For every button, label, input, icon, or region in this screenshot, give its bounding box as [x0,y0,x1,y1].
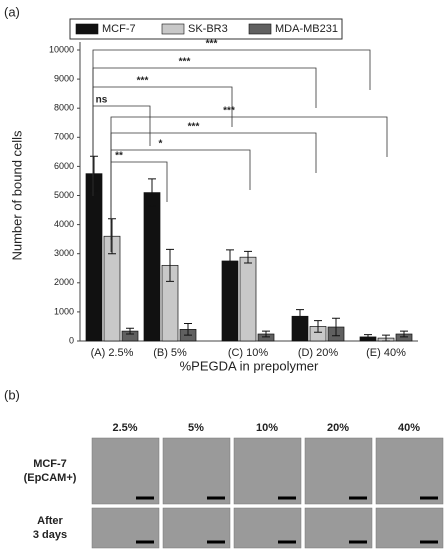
y-tick-label: 1000 [54,306,74,316]
error-bar [108,218,116,255]
bracket [110,161,168,252]
significance-label: *** [206,39,218,50]
y-tick-label: 4000 [54,219,74,229]
y-axis-label: Number of bound cells [9,130,24,261]
y-tick-label: 3000 [54,248,74,258]
column-header: 20% [327,422,349,434]
significance-label: * [159,139,163,150]
significance-label: *** [188,122,200,133]
bar [143,192,161,342]
legend-label: MDA-MB231 [275,23,338,35]
error-bar [332,317,340,337]
column-header: 5% [188,422,204,434]
y-tick-label: 0 [69,335,74,345]
row-label: MCF-7 [33,458,67,470]
x-tick-label: (B) 5% [153,347,187,359]
legend-swatch [161,23,185,35]
x-tick-label: (C) 10% [228,347,269,359]
row-label: (EpCAM+) [24,472,77,484]
micrograph [91,437,160,505]
bracket [92,49,371,140]
x-axis-label: %PEGDA in prepolymer [180,358,319,373]
error-bar [400,330,408,338]
error-bar [364,334,372,340]
x-tick-label: (E) 40% [366,347,406,359]
significance-label: *** [137,76,149,87]
y-tick-label: 2000 [54,277,74,287]
error-bar [382,334,390,342]
error-bar [244,250,252,264]
y-tick-label: 8000 [54,103,74,113]
error-bar [296,309,304,324]
micrograph [375,437,444,505]
micrograph [162,437,231,505]
bar [239,256,257,342]
legend-label: SK-BR3 [188,23,228,35]
y-tick-label: 5000 [54,190,74,200]
bracket [110,132,317,223]
y-tick-label: 10000 [49,44,74,54]
legend-swatch [248,23,272,35]
row-label: 3 days [33,529,67,541]
significance-label: *** [179,57,191,68]
significance-label: *** [223,106,235,117]
error-bar [90,155,98,192]
bracket [110,149,251,240]
x-tick-label: (A) 2.5% [91,347,134,359]
significance-label: ** [115,151,123,162]
bracket [92,67,317,158]
error-bar [184,323,192,336]
error-bar [226,249,234,273]
error-bar [262,330,270,338]
column-header: 40% [398,422,420,434]
y-tick-label: 9000 [54,73,74,83]
column-header: 2.5% [112,422,137,434]
legend-box [69,18,343,40]
legend-swatch [75,23,99,35]
error-bar [166,248,174,282]
panel-label: (a) [4,4,20,19]
y-tick-label: 7000 [54,132,74,142]
legend-label: MCF-7 [102,23,136,35]
error-bar [314,320,322,333]
micrograph [304,437,373,505]
bar [221,260,239,342]
panel-label: (b) [4,387,20,402]
micrograph [233,437,302,505]
error-bar [148,178,156,207]
row-label: After [37,515,63,527]
x-tick-label: (D) 20% [298,347,339,359]
error-bar [126,327,134,335]
bracket [92,86,233,177]
bar [85,173,103,342]
column-header: 10% [256,422,278,434]
bracket [92,105,151,196]
y-tick-label: 6000 [54,161,74,171]
significance-label: ns [96,95,108,106]
